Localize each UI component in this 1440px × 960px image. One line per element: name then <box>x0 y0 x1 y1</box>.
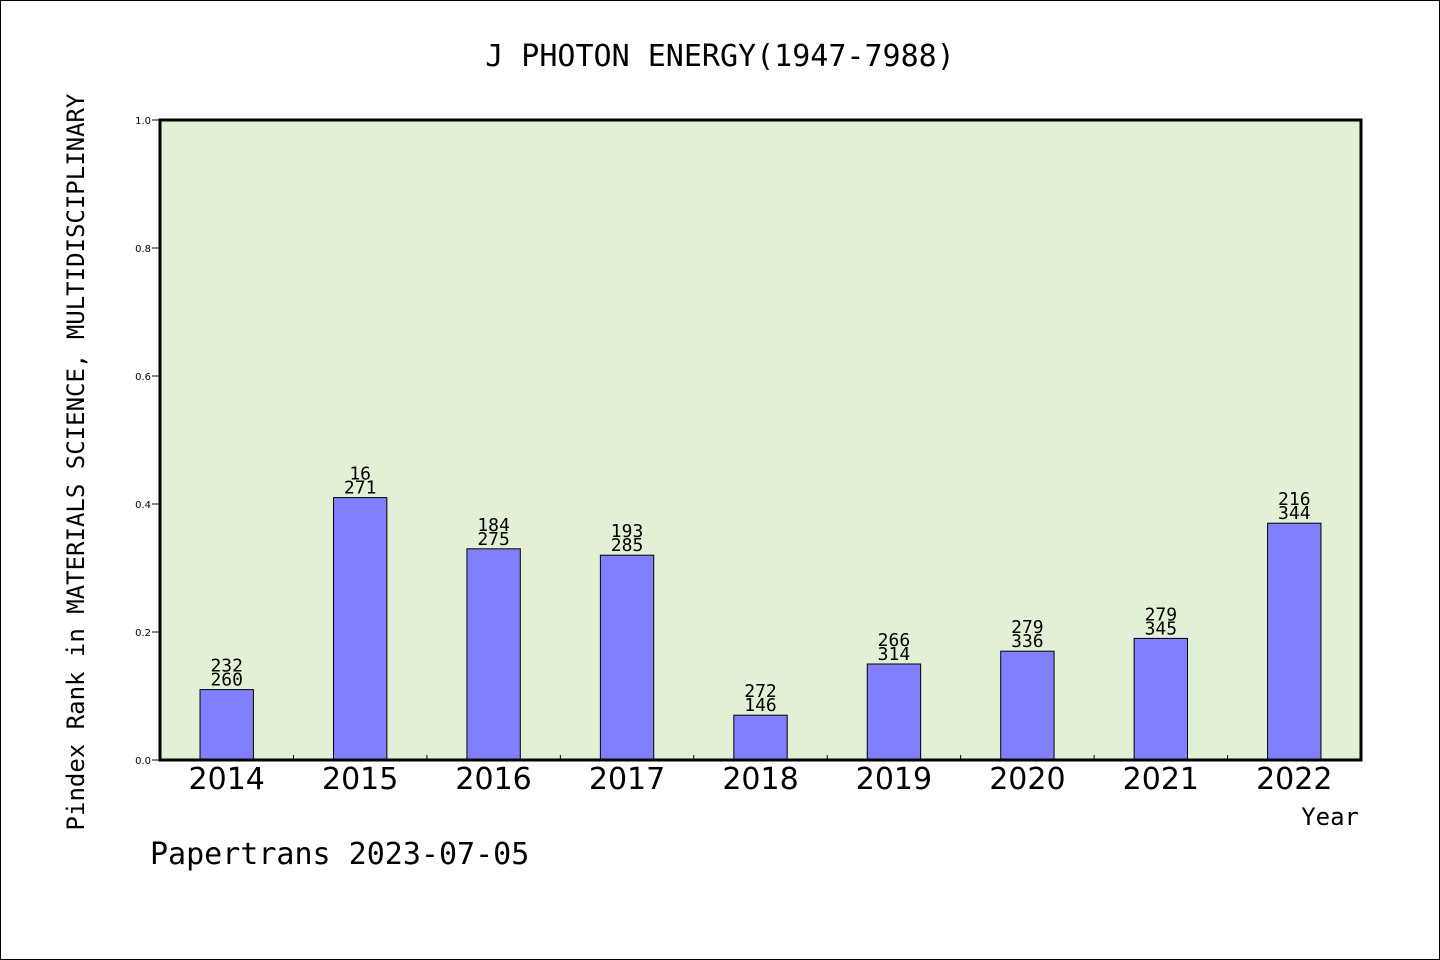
x-axis: 2014 2015 2016 2017 2018 2019 2020 2021 2022 <box>189 755 1332 797</box>
y-tick-label: 0.6 <box>135 372 151 383</box>
x-tick-label: 2018 <box>722 762 798 797</box>
bar-total-label: 345 <box>1145 618 1178 639</box>
x-tick-label: 2014 <box>189 762 265 797</box>
x-tick-label: 2017 <box>589 762 665 797</box>
bar-rank-label: 279 <box>1145 604 1178 625</box>
bar-rank-label: 16 <box>349 464 371 485</box>
bar-total-label: 314 <box>878 644 911 665</box>
bar-2017 <box>599 554 655 761</box>
bar-total-label: 260 <box>210 670 243 691</box>
x-tick-label: 2016 <box>455 762 531 797</box>
bar-total-label: 344 <box>1278 503 1311 524</box>
chart-title: J PHOTON ENERGY(1947-7988) <box>485 39 955 74</box>
bar-2015 <box>332 497 388 761</box>
y-tick-label: 1.0 <box>135 116 151 127</box>
bar-2020 <box>1000 650 1055 761</box>
x-tick-label: 2022 <box>1256 762 1332 797</box>
bar-total-label: 336 <box>1011 631 1044 652</box>
footer-text: Papertrans 2023-07-05 <box>150 837 529 872</box>
bar-2014 <box>199 689 254 761</box>
bar-rank-label: 272 <box>744 681 777 702</box>
x-tick-label: 2020 <box>989 762 1065 797</box>
x-axis-label: Year <box>1301 803 1359 831</box>
bar-total-label: 275 <box>477 529 510 550</box>
bar-rank-label: 184 <box>477 515 510 536</box>
bar-2022 <box>1267 522 1322 761</box>
bar-2018 <box>733 714 788 761</box>
y-tick-label: 0.4 <box>135 500 151 511</box>
bar-2021 <box>1133 637 1189 761</box>
y-tick-label: 0.0 <box>135 756 151 767</box>
bar-rank-label: 216 <box>1278 489 1311 510</box>
y-axis-label: Pindex Rank in MATERIALS SCIENCE, MULTID… <box>62 93 90 830</box>
x-tick-label: 2021 <box>1123 762 1199 797</box>
bar-total-label: 271 <box>344 478 377 499</box>
bar-rank-label: 232 <box>210 656 243 677</box>
y-tick-label: 0.2 <box>135 628 151 639</box>
bar-total-label: 146 <box>744 695 777 716</box>
x-tick-label: 2015 <box>322 762 398 797</box>
plot-border <box>158 118 1363 762</box>
bar-rank-label: 193 <box>611 521 644 542</box>
y-axis: 0.0 0.2 0.4 0.6 0.8 1.0 <box>135 116 160 767</box>
y-tick-label: 0.8 <box>135 244 151 255</box>
bar-2016 <box>466 548 521 761</box>
x-tick-label: 2019 <box>856 762 932 797</box>
bar-total-label: 285 <box>611 535 644 556</box>
bar-rank-label: 266 <box>878 630 911 651</box>
bar-rank-label: 279 <box>1011 617 1044 638</box>
bar-2019 <box>866 663 922 761</box>
